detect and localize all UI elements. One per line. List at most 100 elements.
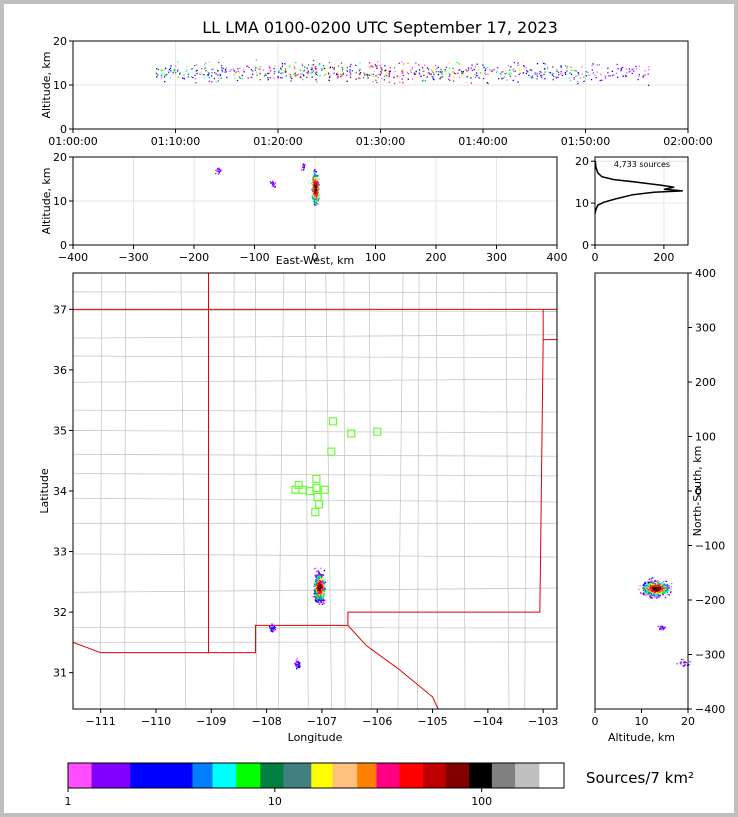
y-tick-label: 20 — [53, 151, 67, 164]
colorbar-segment — [212, 763, 237, 788]
map-source-point — [316, 590, 319, 593]
map-source-point — [315, 580, 317, 582]
x-tick-label: 100 — [365, 251, 386, 264]
time-source-point — [525, 72, 528, 75]
map-source-point — [314, 574, 317, 576]
time-source-point — [484, 73, 487, 75]
ns-source-point — [659, 587, 662, 589]
time-source-point — [338, 73, 340, 76]
time-source-point — [508, 73, 511, 76]
ns-source-point — [655, 591, 657, 594]
map-source-point — [271, 627, 273, 630]
time-source-point — [581, 66, 583, 68]
time-source-point — [202, 73, 205, 76]
ew-source-point — [312, 192, 315, 194]
ns-source-point — [656, 588, 658, 590]
ew-source-point — [301, 169, 303, 171]
ns-source-point — [656, 596, 658, 598]
county-boundary — [397, 273, 404, 709]
map-source-point — [318, 590, 321, 592]
time-source-point — [596, 64, 598, 66]
ew-source-point — [317, 182, 320, 184]
time-source-point — [236, 79, 239, 82]
ew-source-point — [302, 163, 305, 165]
map-source-point — [318, 596, 321, 599]
ns-source-point — [656, 585, 658, 587]
time-source-point — [297, 74, 299, 76]
time-source-point — [444, 70, 446, 72]
map-source-point — [323, 600, 325, 602]
time-source-point — [585, 75, 587, 77]
time-source-point — [256, 75, 258, 77]
time-source-point — [355, 64, 357, 67]
time-source-point — [215, 81, 217, 83]
map-source-point — [272, 627, 275, 630]
x-tick-label: 0 — [592, 251, 599, 264]
time-source-point — [186, 65, 189, 68]
time-source-point — [565, 65, 567, 67]
ns-source-point — [658, 580, 660, 583]
time-source-point — [543, 73, 545, 76]
time-source-point — [355, 78, 357, 80]
colorbar-segment — [283, 763, 312, 788]
time-source-point — [172, 72, 175, 74]
time-source-point — [415, 62, 417, 64]
map-source-point — [317, 596, 319, 598]
time-source-point — [366, 73, 369, 76]
time-source-point — [246, 65, 248, 67]
time-source-point — [208, 76, 211, 79]
ns-source-point — [662, 626, 664, 628]
y-tick-label: 36 — [53, 364, 67, 377]
time-source-point — [429, 73, 431, 75]
time-source-point — [346, 80, 348, 82]
x-tick-label: 01:20:00 — [253, 135, 302, 148]
ew-source-point — [312, 184, 314, 186]
ew-source-point — [317, 200, 319, 202]
map-source-point — [315, 595, 318, 598]
county-boundary — [73, 309, 557, 312]
time-source-point — [384, 74, 386, 76]
time-source-point — [530, 76, 532, 78]
ns-source-point — [654, 585, 656, 588]
time-source-point — [228, 70, 230, 72]
ew-source-point — [318, 197, 320, 199]
time-source-point — [495, 71, 498, 73]
ew-source-point — [304, 164, 306, 166]
ew-source-point — [314, 192, 317, 194]
ns-source-point — [689, 661, 691, 663]
time-source-point — [534, 72, 536, 74]
time-source-point — [199, 71, 201, 73]
map-source-point — [317, 601, 319, 603]
ns-source-point — [658, 596, 660, 598]
time-source-point — [280, 72, 282, 75]
time-source-point — [311, 71, 313, 74]
map-source-point — [316, 586, 319, 588]
time-source-point — [213, 77, 216, 80]
time-source-point — [368, 73, 370, 76]
ew-source-point — [313, 182, 315, 184]
map-source-point — [323, 581, 325, 584]
time-source-point — [349, 69, 351, 71]
map-source-point — [323, 585, 325, 588]
state-lines — [73, 273, 557, 709]
map-source-point — [297, 664, 299, 666]
x-tick-label: 01:00:00 — [48, 135, 97, 148]
ns-source-point — [663, 592, 665, 595]
ew-source-point — [317, 186, 319, 189]
time-source-point — [437, 70, 440, 73]
y-tick-label: 10 — [575, 197, 589, 210]
ew-source-point — [271, 185, 273, 187]
ew-source-point — [316, 195, 319, 197]
time-source-point — [569, 72, 571, 74]
ns-source-point — [664, 585, 666, 588]
y-tick-label: 33 — [53, 546, 67, 559]
ew-source-point — [312, 176, 314, 179]
map-source-point — [323, 569, 326, 572]
time-source-point — [455, 73, 457, 75]
time-source-point — [329, 75, 331, 77]
time-source-point — [601, 79, 603, 81]
ew-source-point — [271, 182, 273, 184]
time-source-point — [267, 77, 269, 79]
time-source-point — [349, 73, 352, 76]
time-source-point — [522, 60, 524, 62]
